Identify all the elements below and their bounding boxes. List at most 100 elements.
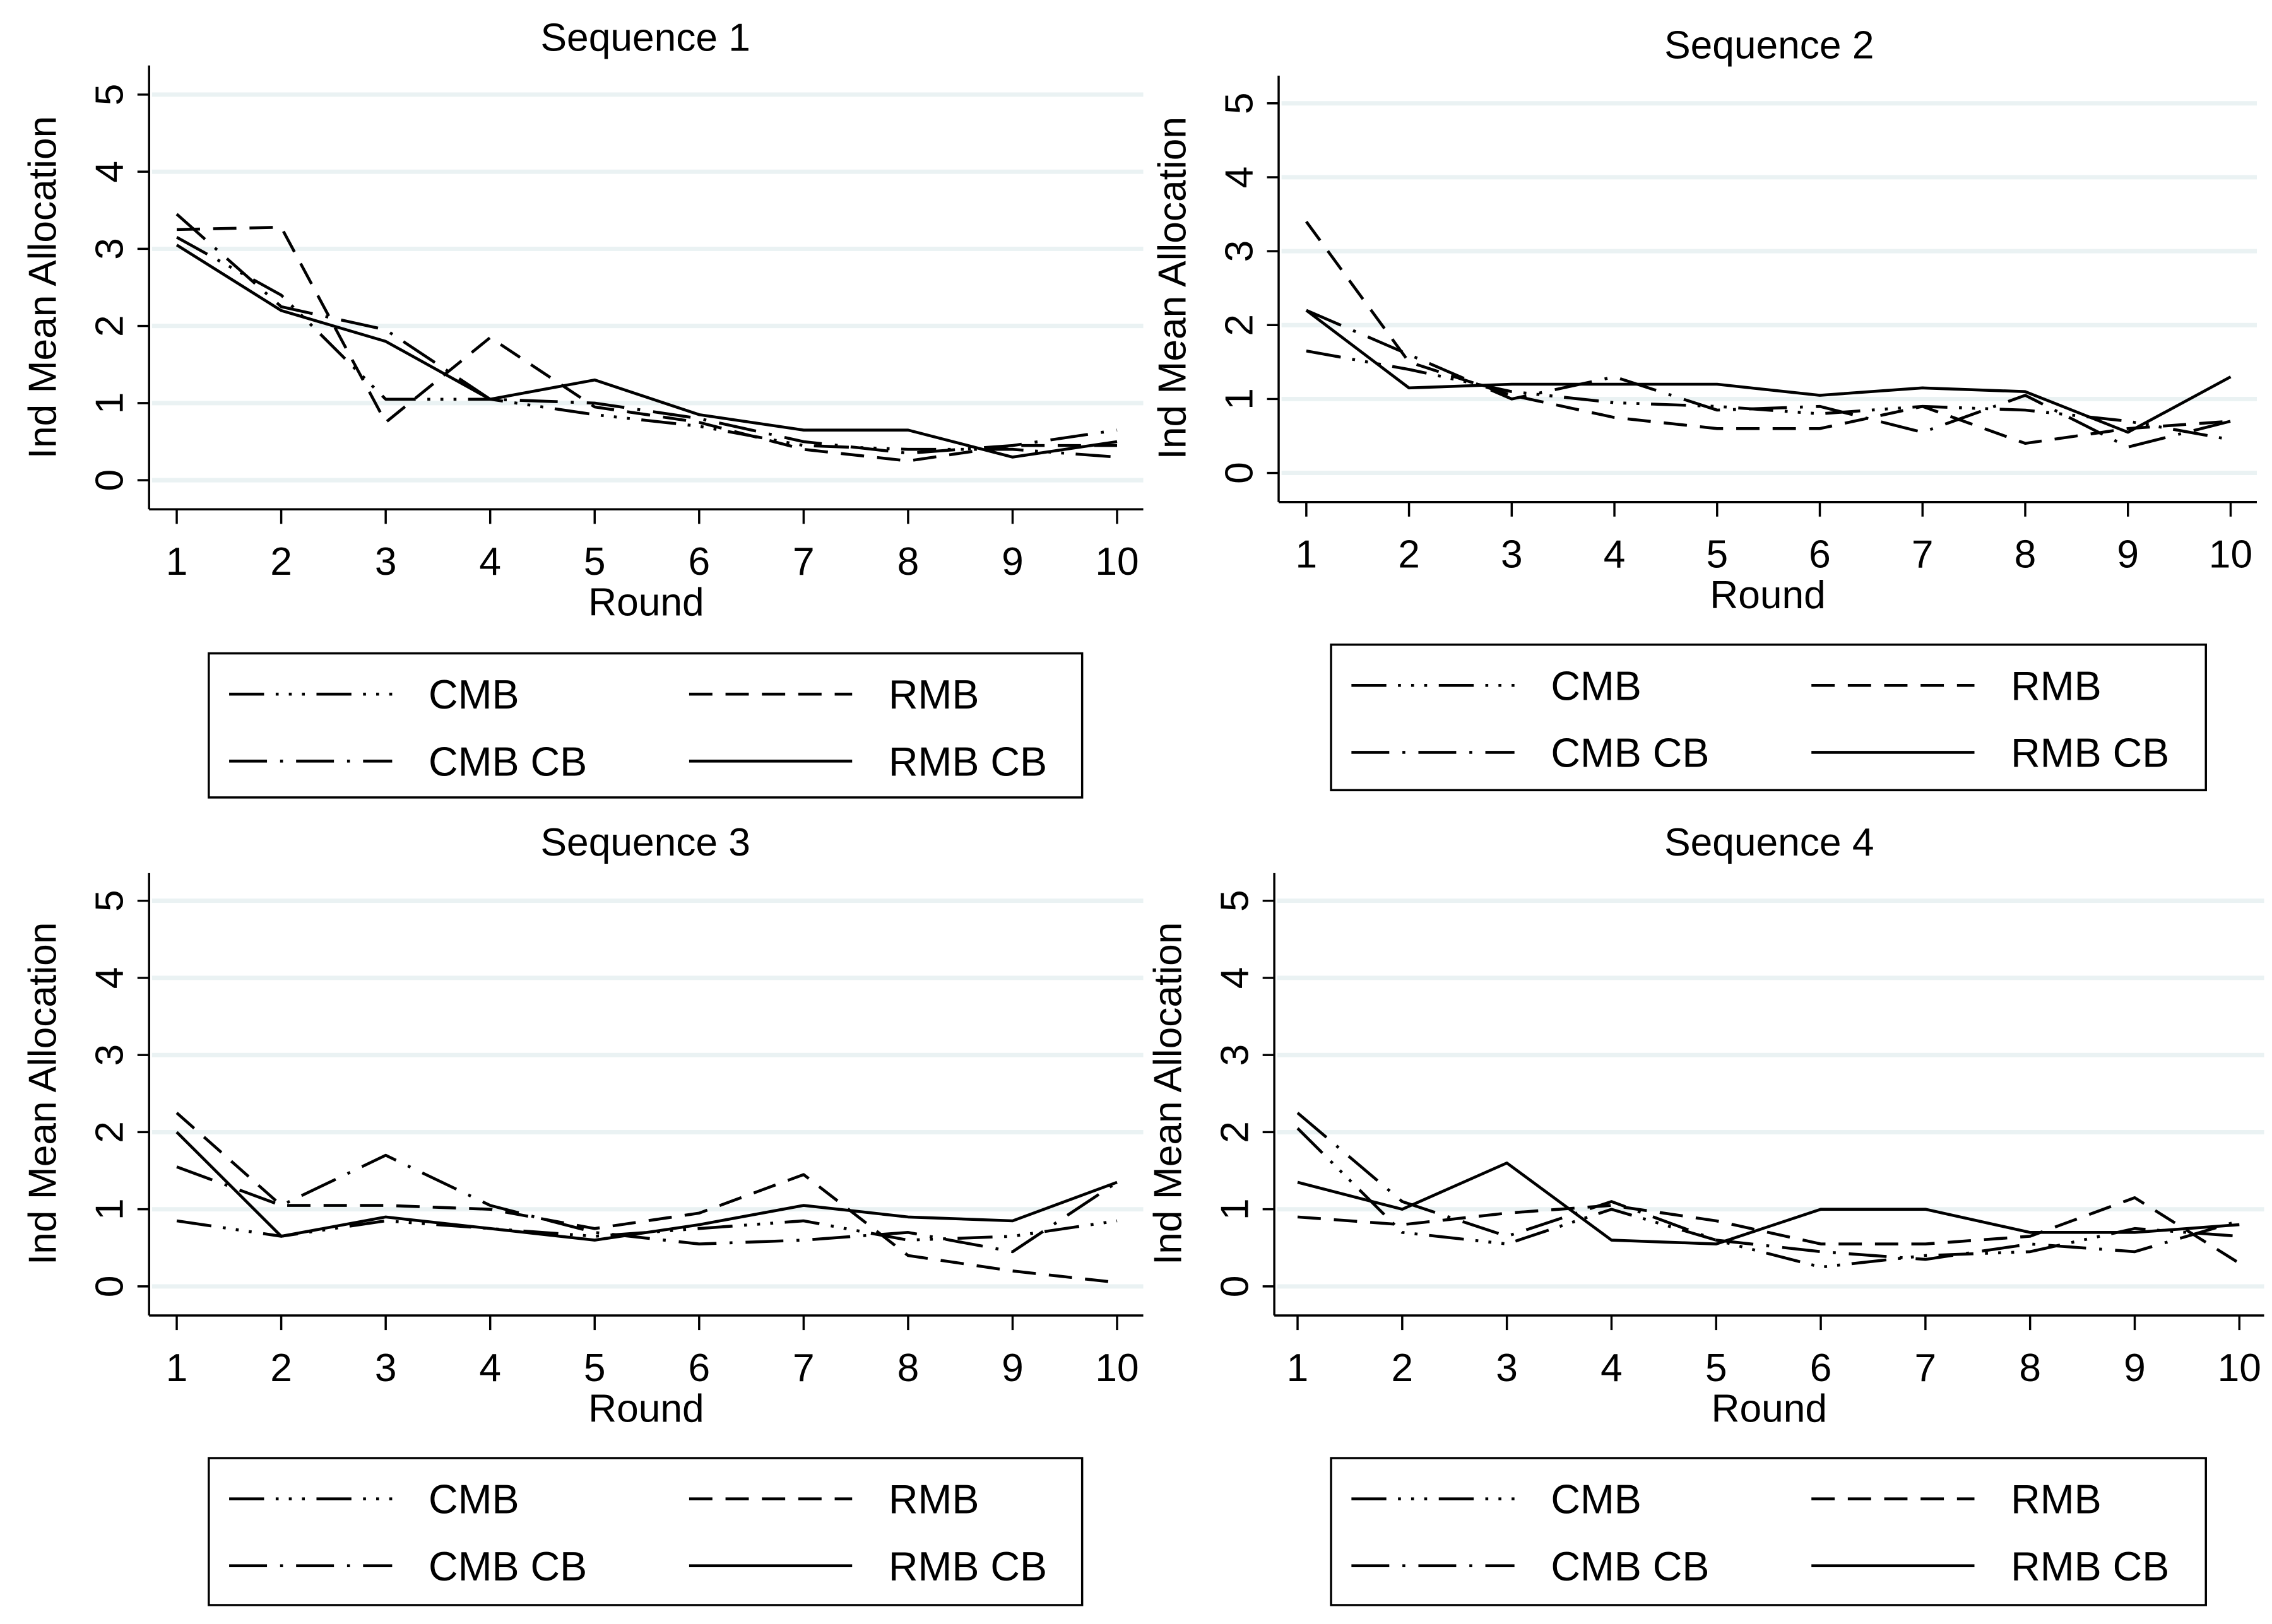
x-tick-label: 6: [1810, 1346, 1832, 1390]
legend-label: CMB: [1551, 663, 1642, 709]
series-line-rmb: [175, 1112, 1118, 1285]
x-tick-label: 6: [688, 1346, 710, 1390]
panel-title: Sequence 4: [1664, 821, 1874, 864]
x-tick-label: 7: [1912, 533, 1934, 577]
x-tick-label: 3: [1496, 1346, 1518, 1390]
x-tick-label: 9: [2117, 533, 2139, 577]
legend-label: CMB CB: [1551, 731, 1709, 776]
x-tick-label: 6: [688, 540, 710, 584]
series-line-rmb: [1305, 220, 2231, 445]
x-tick-label: 1: [1287, 1346, 1309, 1390]
legend: CMB RMB CMB CB RMB CB: [208, 652, 1084, 799]
y-tick-label: 4: [88, 967, 132, 989]
legend-label: RMB CB: [2011, 1544, 2169, 1589]
x-tick-label: 1: [1296, 533, 1318, 577]
x-tick-label: 3: [375, 1346, 397, 1390]
x-axis-title: Round: [1710, 574, 1825, 617]
series-line-rmb: [1297, 1196, 2240, 1265]
x-tick-label: 4: [479, 540, 501, 584]
legend-label: RMB: [889, 1477, 979, 1522]
y-tick-label: 5: [88, 84, 132, 106]
legend-box: [1330, 1457, 2207, 1606]
x-tick-label: 8: [897, 1346, 920, 1390]
x-tick-label: 4: [1600, 1346, 1623, 1390]
x-tick-label: 9: [1002, 1346, 1024, 1390]
x-axis-title: Round: [1712, 1387, 1827, 1430]
x-tick-label: 9: [2124, 1346, 2146, 1390]
x-tick-label: 2: [270, 540, 292, 584]
y-tick-label: 1: [88, 1198, 132, 1220]
y-axis-title: Ind Mean Allocation: [1147, 922, 1190, 1265]
y-tick-label: 5: [88, 890, 132, 912]
legend-label: RMB: [889, 672, 979, 717]
series-line-cmb: [176, 1219, 1118, 1242]
legend-label: RMB CB: [2011, 731, 2169, 776]
y-tick-label: 3: [88, 238, 132, 260]
legend-box: [208, 1457, 1084, 1606]
x-tick-label: 1: [166, 1346, 188, 1390]
x-tick-label: 9: [1002, 540, 1024, 584]
legend-label: CMB CB: [429, 1544, 587, 1589]
y-tick-label: 1: [88, 392, 132, 415]
y-tick-label: 5: [1214, 890, 1257, 912]
series-line-rmb-cb: [175, 244, 1118, 459]
x-tick-label: 4: [479, 1346, 501, 1390]
y-tick-label: 0: [88, 469, 132, 491]
x-axis-title: Round: [588, 581, 704, 625]
y-tick-label: 3: [88, 1044, 132, 1066]
y-tick-label: 4: [88, 161, 132, 183]
series-line-rmb-cb: [1305, 309, 2232, 434]
y-tick-label: 2: [88, 1121, 132, 1143]
x-tick-label: 2: [1392, 1346, 1414, 1390]
legend-label: RMB CB: [889, 1544, 1047, 1589]
x-tick-label: 8: [897, 540, 920, 584]
legend: CMB RMB CMB CB RMB CB: [208, 1457, 1084, 1606]
panel-sequence-2: 0 1 2 3 4 5 1 2 3 4 5 6 7 8 9 10 Round Ind Mean Allocatio…: [1151, 23, 2257, 792]
x-tick-label: 5: [1706, 533, 1728, 577]
y-tick-label: 4: [1214, 967, 1257, 989]
legend-box: [208, 652, 1084, 799]
x-tick-label: 5: [584, 1346, 606, 1390]
panel-title: Sequence 2: [1664, 23, 1874, 67]
y-axis-title: Ind Mean Allocation: [21, 922, 65, 1265]
legend-label: CMB: [1551, 1477, 1642, 1522]
y-tick-label: 0: [1218, 462, 1262, 484]
y-tick-label: 2: [1214, 1121, 1257, 1143]
series-line-rmb-cb: [1297, 1162, 2240, 1245]
y-tick-label: 5: [1218, 92, 1262, 114]
y-tick-label: 3: [1214, 1044, 1257, 1066]
legend-label: RMB: [2011, 663, 2102, 709]
x-tick-label: 7: [793, 540, 815, 584]
legend-box: [1330, 644, 2207, 792]
x-tick-label: 4: [1604, 533, 1626, 577]
x-tick-label: 10: [1095, 1346, 1139, 1390]
x-tick-label: 1: [166, 540, 188, 584]
panel-title: Sequence 1: [541, 16, 750, 60]
y-tick-label: 4: [1218, 167, 1262, 189]
series-line-rmb-cb: [175, 1131, 1118, 1242]
series-line-rmb: [176, 225, 1118, 462]
series-line-cmb: [1306, 350, 2231, 442]
y-tick-label: 0: [1214, 1276, 1257, 1298]
x-tick-label: 7: [793, 1346, 815, 1390]
legend-label: RMB CB: [889, 739, 1047, 784]
series-line-cmb: [175, 236, 1118, 459]
y-tick-label: 3: [1218, 240, 1262, 262]
legend-label: CMB CB: [429, 739, 587, 784]
x-tick-label: 7: [1915, 1346, 1937, 1390]
panel-sequence-3: 0 1 2 3 4 5 1 2 3 4 5 6 7 8 9 10 Round Ind Mean Allocatio…: [21, 821, 1144, 1606]
panel-title: Sequence 3: [541, 821, 750, 864]
legend: CMB RMB CMB CB RMB CB: [1330, 1457, 2207, 1606]
y-axis-title: Ind Mean Allocation: [1151, 117, 1194, 459]
x-tick-label: 5: [1705, 1346, 1727, 1390]
y-tick-label: 2: [88, 315, 132, 337]
y-tick-label: 2: [1218, 314, 1262, 336]
series-line-cmb-cb: [1305, 309, 2232, 449]
x-tick-label: 8: [2019, 1346, 2041, 1390]
x-tick-label: 6: [1809, 533, 1831, 577]
series-line-cmb-cb: [176, 1153, 1118, 1254]
x-tick-label: 10: [1095, 540, 1139, 584]
y-tick-label: 1: [1214, 1198, 1257, 1220]
x-tick-label: 10: [2209, 533, 2252, 577]
